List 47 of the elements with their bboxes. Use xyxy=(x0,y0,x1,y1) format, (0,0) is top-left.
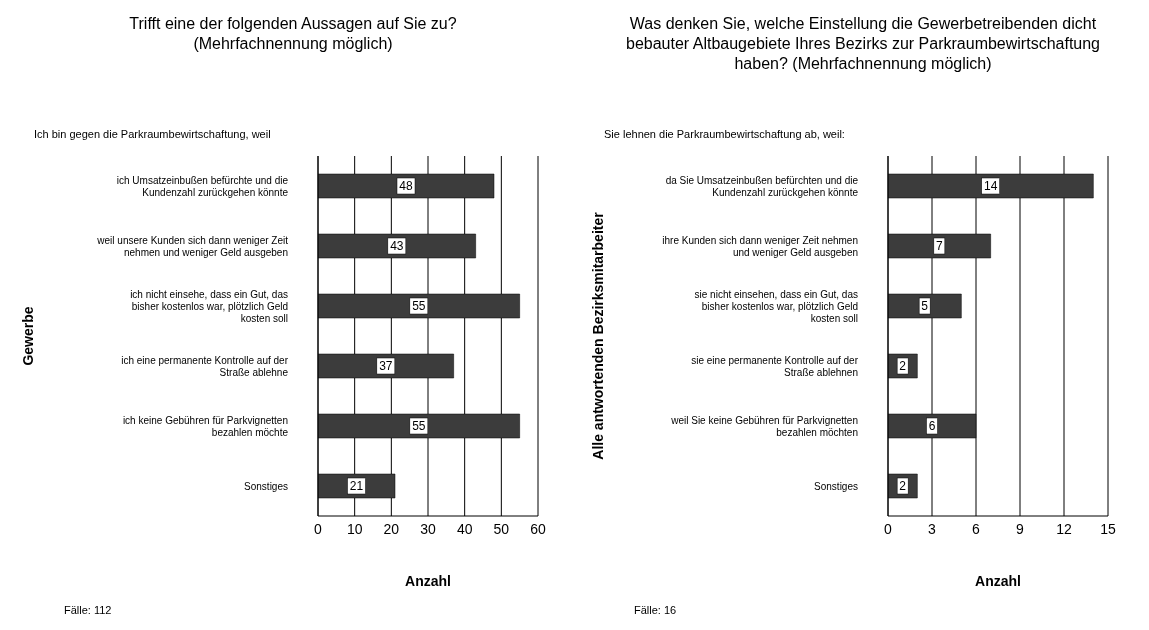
data-label: 37 xyxy=(379,359,393,373)
data-label: 21 xyxy=(349,479,364,493)
y-axis-title: Gewerbe xyxy=(19,306,36,366)
y-tick-label: sie nicht einsehen, dass ein Gut, das bisher kostenlos war, plötzlich Geld kosten soll xyxy=(694,289,858,324)
data-label: 48 xyxy=(399,179,413,193)
y-tick-label: weil Sie keine Gebühren für Parkvignetten bezahlen möchten xyxy=(670,415,858,438)
data-label: 6 xyxy=(928,419,936,433)
y-tick-label: sie eine permanente Kontrolle auf der Straße ablehnen xyxy=(691,355,859,378)
data-label: 14 xyxy=(983,179,998,193)
x-tick-label: 10 xyxy=(346,520,363,537)
data-label: 2 xyxy=(899,479,907,493)
x-tick-label: 40 xyxy=(456,520,473,537)
x-tick-label: 6 xyxy=(972,520,981,537)
chart-title: Was denken Sie, welche Einstellung die Gewerbetreibenden dicht bebauter Altbaugebiete Ihres Bezirks zur Parkraumbewirtschaftung haben? (Mehrfachnennung möglich) xyxy=(625,14,1101,74)
text: Ich bin gegen die Parkraumbewirtschaftung, weil xyxy=(33,128,272,142)
x-tick-label: 12 xyxy=(1056,520,1072,537)
y-tick-label: ihre Kunden sich dann weniger Zeit nehmen und weniger Geld ausgeben xyxy=(662,235,858,258)
data-label: 5 xyxy=(921,299,929,313)
data-label: 43 xyxy=(390,239,404,253)
x-tick-label: 60 xyxy=(530,520,546,537)
data-label: 55 xyxy=(412,419,426,433)
y-tick-label: da Sie Umsatzeinbußen befürchten und die Kundenzahl zurückgehen könnte xyxy=(665,175,859,198)
text: Sie lehnen die Parkraumbewirtschaftung ab, weil: xyxy=(603,128,846,142)
y-tick-label: ich keine Gebühren für Parkvignetten bezahlen möchte xyxy=(122,415,289,438)
y-tick-label: Sonstiges xyxy=(244,481,288,492)
text: Fälle: 112 xyxy=(64,604,112,616)
x-axis-title: Anzahl xyxy=(975,573,1021,589)
text: Fälle: 16 xyxy=(634,604,677,616)
y-tick-label: ich Umsatzeinbußen befürchte und die Kundenzahl zurückgehen könnte xyxy=(116,175,289,198)
x-tick-label: 9 xyxy=(1016,520,1025,537)
data-label: 7 xyxy=(935,239,943,253)
x-tick-label: 0 xyxy=(884,520,893,537)
y-tick-label: ich nicht einsehe, dass ein Gut, das bisher kostenlos war, plötzlich Geld kosten soll xyxy=(130,289,288,324)
x-tick-label: 3 xyxy=(928,520,937,537)
x-tick-label: 50 xyxy=(493,520,510,537)
x-tick-label: 20 xyxy=(383,520,400,537)
x-tick-label: 15 xyxy=(1100,520,1116,537)
y-axis-title: Alle antwortenden Bezirksmitarbeiter xyxy=(589,211,606,460)
x-axis-title: Anzahl xyxy=(405,573,451,589)
y-tick-label: ich eine permanente Kontrolle auf der Straße ablehne xyxy=(121,355,289,378)
y-tick-label: weil unsere Kunden sich dann weniger Zeit nehmen und weniger Geld ausgeben xyxy=(96,235,289,258)
x-tick-label: 30 xyxy=(420,520,436,537)
data-label: 55 xyxy=(412,299,426,313)
data-label: 2 xyxy=(899,359,907,373)
x-tick-label: 0 xyxy=(314,520,323,537)
chart-title: Trifft eine der folgenden Aussagen auf Sie zu? (Mehrfachnennung möglich) xyxy=(128,14,458,54)
y-tick-label: Sonstiges xyxy=(814,481,858,492)
